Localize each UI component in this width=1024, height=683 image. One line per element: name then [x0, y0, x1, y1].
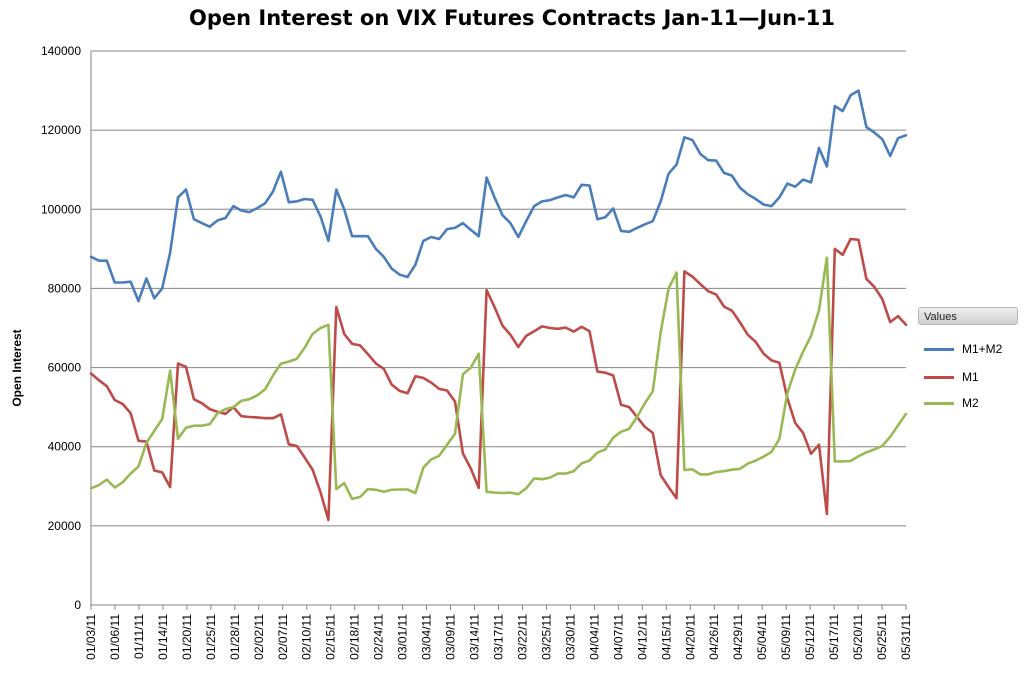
series-line-m1-m2 [89, 89, 908, 303]
x-tick-label: 05/25/11 [875, 614, 889, 660]
y-tick-label: 0 [74, 598, 81, 612]
x-tick-label: 03/25/11 [539, 614, 553, 660]
legend-label: M2 [962, 396, 979, 410]
x-tick-label: 05/04/11 [755, 614, 769, 660]
legend-item-m1: M1 [924, 369, 979, 385]
x-tick-label: 04/20/11 [683, 614, 697, 660]
x-tick-label: 05/12/11 [803, 614, 817, 660]
x-tick-label: 01/11/11 [132, 614, 146, 659]
x-tick-label: 02/10/11 [300, 614, 314, 660]
y-tick-label: 140000 [41, 44, 81, 58]
y-tick-label: 60000 [48, 361, 82, 375]
x-tick-label: 03/04/11 [420, 614, 434, 660]
x-tick-label: 04/15/11 [659, 614, 673, 660]
x-tick-label: 03/22/11 [515, 614, 529, 660]
series-line-m2 [89, 256, 908, 501]
legend-label: M1+M2 [962, 342, 1003, 356]
legend-title[interactable]: Values [918, 307, 1018, 325]
x-tick-label: 04/26/11 [707, 614, 721, 660]
x-tick-label: 01/14/11 [156, 614, 170, 660]
x-tick-label: 01/25/11 [204, 614, 218, 660]
legend: Values M1+M2 M1 M2 [918, 307, 1022, 411]
x-tick-label: 02/24/11 [372, 614, 386, 660]
y-tick-label: 40000 [48, 440, 82, 454]
series-line-m1 [89, 237, 908, 522]
gridlines [91, 50, 906, 606]
y-axis-label: Open Interest [10, 329, 24, 406]
legend-item-m1-m2: M1+M2 [924, 341, 1002, 357]
legend-swatch-m1 [924, 376, 954, 380]
x-tick-label: 05/09/11 [779, 614, 793, 660]
legend-swatch-m2 [924, 402, 954, 406]
x-tick-label: 02/02/11 [252, 614, 266, 660]
x-tick-label: 04/29/11 [731, 614, 745, 660]
legend-item-m2: M2 [924, 395, 979, 411]
x-tick-label: 01/28/11 [228, 614, 242, 660]
legend-swatch-m1-m2 [924, 348, 954, 352]
chart-title: Open Interest on VIX Futures Contracts J… [189, 6, 835, 30]
x-tick-label: 05/17/11 [827, 614, 841, 660]
series-lines [89, 89, 908, 522]
y-tick-label: 80000 [48, 281, 82, 295]
x-tick-label: 03/01/11 [396, 614, 410, 660]
x-tick-label: 03/14/11 [468, 614, 482, 660]
x-tick-label: 02/15/11 [324, 614, 338, 660]
y-tick-label: 120000 [41, 123, 81, 137]
x-tick-label: 03/30/11 [563, 614, 577, 660]
x-tick-label: 04/07/11 [611, 614, 625, 660]
x-tick-label: 01/06/11 [108, 614, 122, 660]
y-tick-label: 20000 [48, 519, 82, 533]
x-tick-label: 02/07/11 [276, 614, 290, 660]
legend-label: M1 [962, 370, 979, 384]
x-tick-label: 05/31/11 [899, 614, 913, 660]
x-tick-label: 01/20/11 [180, 614, 194, 660]
x-tick-label: 04/12/11 [635, 614, 649, 660]
x-tick-label: 04/04/11 [587, 614, 601, 660]
y-tick-label: 100000 [41, 202, 81, 216]
x-tick-label: 03/17/11 [492, 614, 506, 660]
x-tick-label: 01/03/11 [84, 614, 98, 660]
axes: 0 20000 40000 60000 80000 100000 120000 140000 0… [41, 44, 913, 660]
x-tick-label: 05/20/11 [851, 614, 865, 660]
x-tick-label: 02/18/11 [348, 614, 362, 660]
x-tick-label: 03/09/11 [444, 614, 458, 660]
